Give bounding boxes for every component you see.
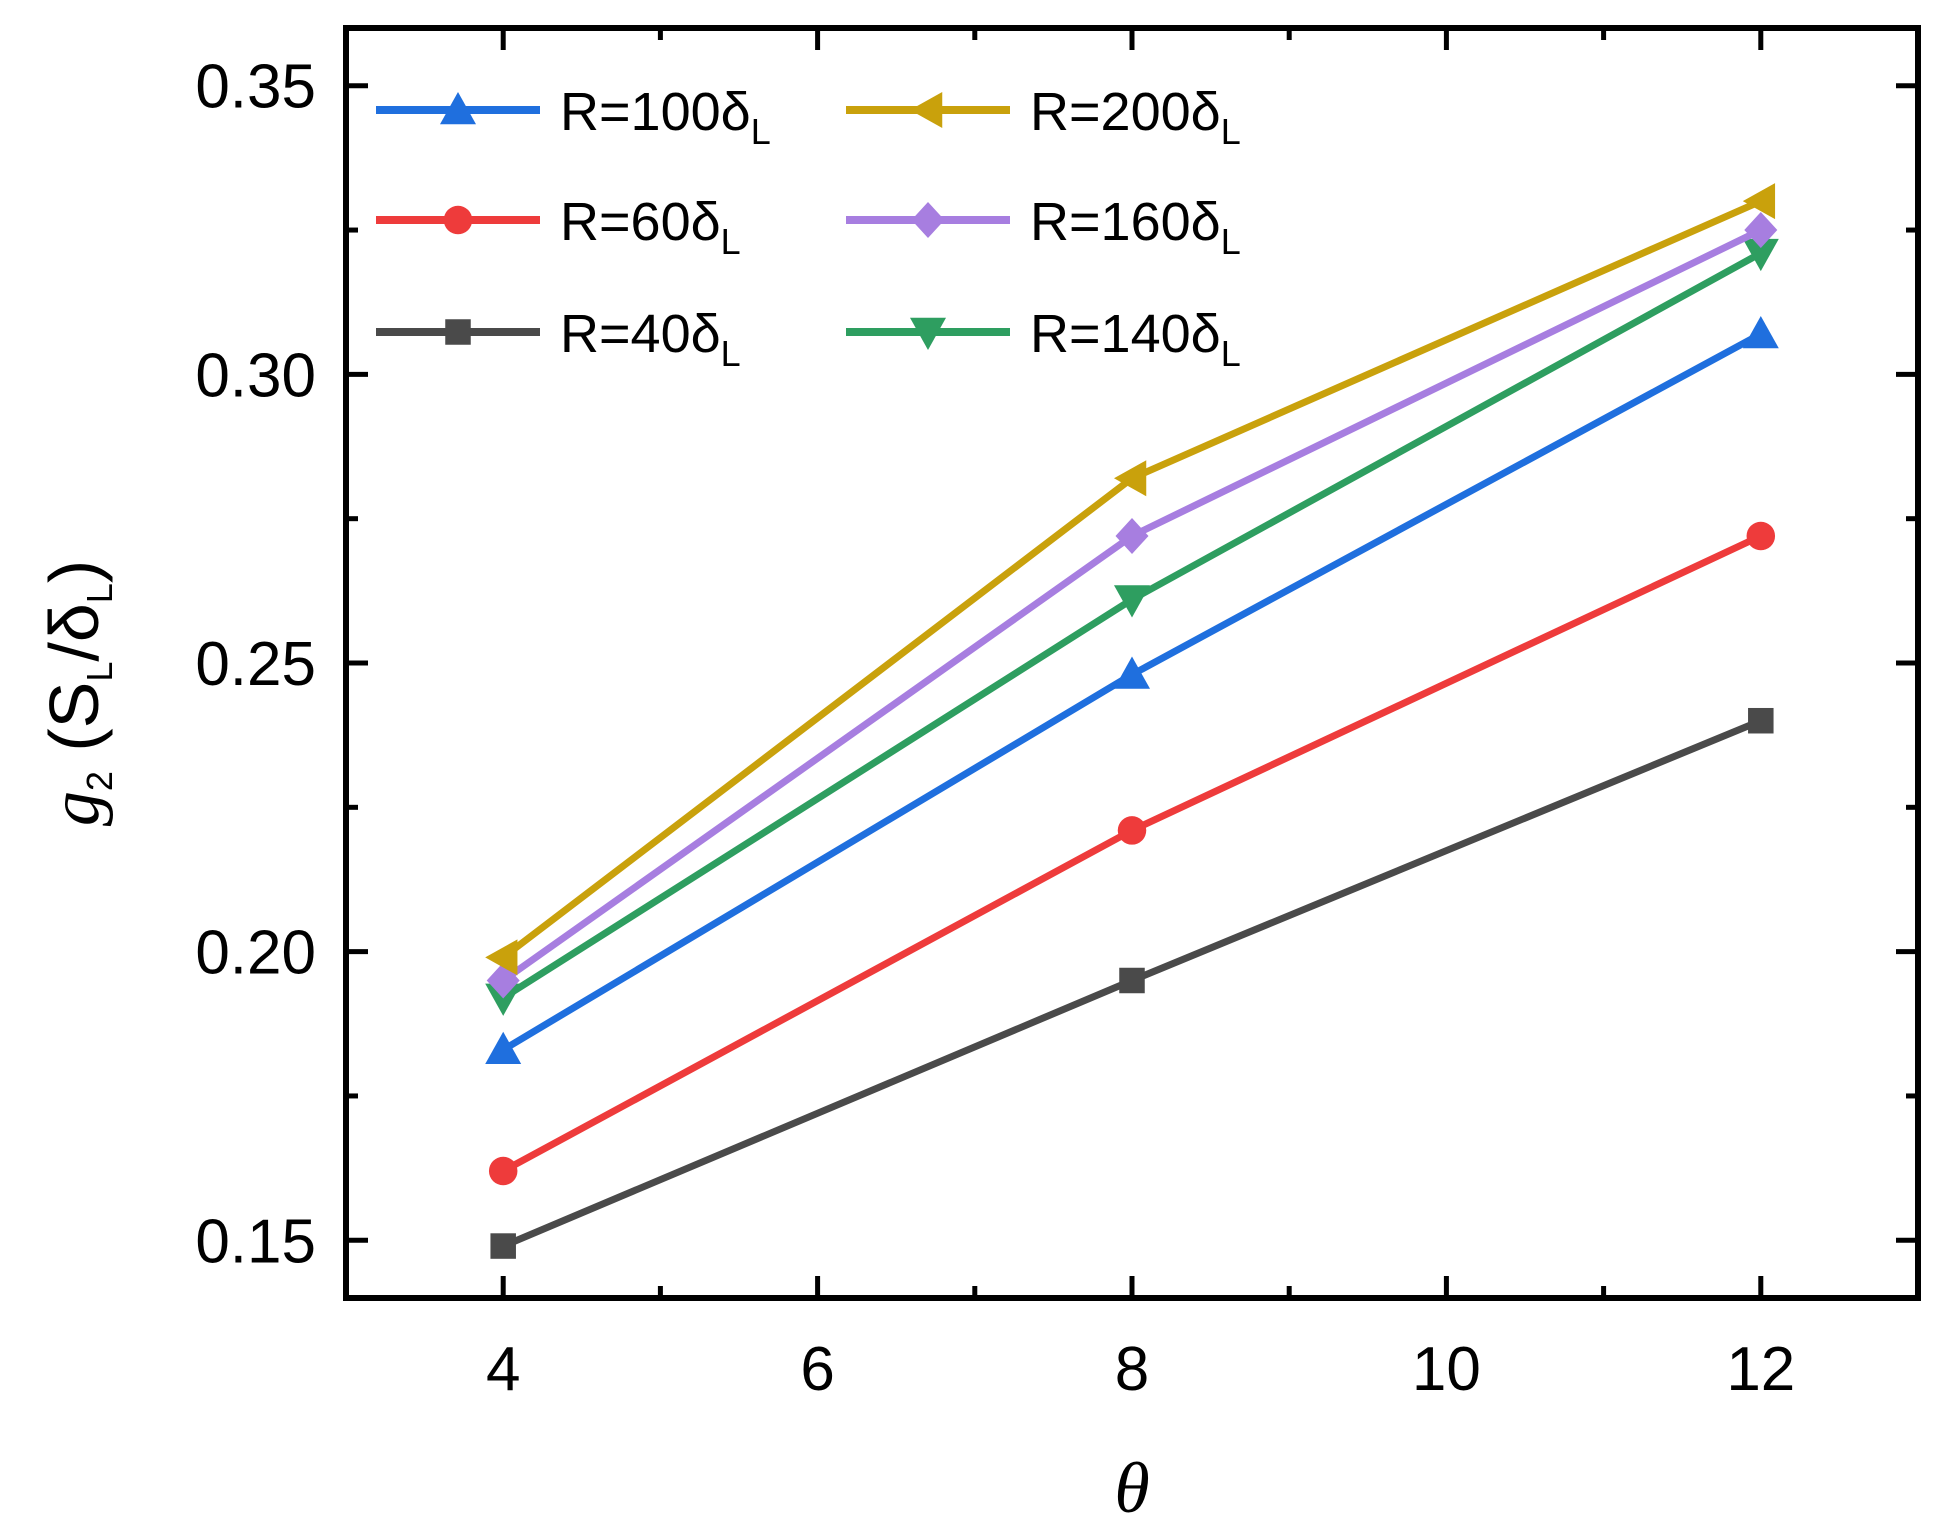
x-axis-title: θ [1114, 1448, 1149, 1528]
legend-label-main: R=160δ [1030, 192, 1221, 252]
y-axis-unit-open: (S [35, 682, 113, 771]
legend-item: R=100δL [376, 82, 771, 152]
y-axis-title: g2 (SL/δL) [35, 560, 120, 826]
series-layer [485, 183, 1779, 1259]
legend-label-main: R=40δ [560, 304, 721, 364]
legend-marker [445, 319, 471, 345]
series-r-140-l [485, 238, 1779, 1016]
legend-label-sub: L [721, 333, 741, 374]
data-point [1117, 816, 1147, 845]
y-tick-label: 0.30 [195, 341, 316, 410]
legend-label: R=40δL [560, 304, 741, 374]
legend-item: R=40δL [376, 304, 741, 374]
y-axis-unit-sub2: L [79, 583, 120, 603]
legend-label: R=60δL [560, 192, 741, 262]
legend-marker [440, 92, 476, 125]
data-point [490, 1233, 516, 1259]
legend-item: R=60δL [376, 192, 741, 262]
data-point [488, 1156, 518, 1186]
data-point [1119, 967, 1145, 994]
legend-label: R=100δL [560, 82, 771, 152]
series-r-200-l [485, 183, 1776, 976]
data-point [1744, 212, 1778, 249]
legend-label: R=140δL [1030, 304, 1241, 374]
data-point [1748, 707, 1774, 734]
x-tick-label: 6 [800, 1335, 834, 1404]
legend-label: R=200δL [1030, 82, 1241, 152]
data-point [485, 1031, 522, 1065]
data-point [1114, 656, 1150, 689]
legend-label-main: R=60δ [560, 192, 721, 252]
y-axis-symbol-sub: 2 [79, 771, 120, 791]
y-tick-label: 0.35 [195, 53, 316, 122]
legend-item: R=160δL [846, 192, 1241, 262]
legend-label-sub: L [1221, 111, 1241, 152]
data-point [1115, 518, 1149, 554]
x-tick-label: 10 [1412, 1335, 1481, 1404]
data-point [1742, 315, 1779, 349]
legend-label-main: R=200δ [1030, 82, 1221, 142]
series-r-160-l [486, 212, 1778, 999]
y-axis-unit-close: ) [35, 560, 113, 583]
series-r-60-l [488, 521, 1776, 1186]
series-line [501, 330, 1763, 1053]
data-point [1114, 585, 1150, 618]
data-point [1742, 238, 1779, 272]
data-point [1742, 183, 1776, 220]
y-axis-unit-mid: /δ [35, 603, 113, 661]
legend-item: R=200δL [846, 82, 1241, 152]
legend-marker [910, 92, 943, 128]
legend-label-sub: L [721, 221, 741, 262]
data-point [1746, 521, 1776, 551]
series-r-40-l [490, 707, 1774, 1259]
y-axis-unit-sub1: L [79, 662, 120, 682]
ticks-layer: 4 6 8 10 12 0.15 0.20 0.25 0.30 0.35 [195, 28, 1918, 1404]
y-tick-label: 0.20 [195, 919, 316, 988]
legend-label-sub: L [751, 111, 771, 152]
x-tick-label: 8 [1115, 1335, 1149, 1404]
legend-label: R=160δL [1030, 192, 1241, 262]
y-tick-label: 0.25 [195, 630, 316, 699]
data-point [485, 983, 522, 1016]
legend-marker [443, 205, 473, 235]
legend-label-sub: L [1221, 221, 1241, 262]
series-r-100-l [485, 315, 1779, 1065]
y-tick-label: 0.15 [195, 1207, 316, 1276]
legend-marker [911, 202, 945, 238]
series-line [501, 532, 1763, 1175]
legend-label-main: R=140δ [1030, 304, 1221, 364]
legend-marker [910, 317, 946, 350]
data-point [485, 939, 518, 976]
legend-item: R=140δL [846, 304, 1241, 374]
x-tick-label: 4 [486, 1335, 520, 1404]
data-point [1114, 460, 1147, 497]
legend-label-sub: L [1221, 333, 1241, 374]
y-axis-symbol: g [37, 791, 114, 826]
legend-label-main: R=100δ [560, 82, 751, 142]
x-tick-label: 12 [1726, 1335, 1795, 1404]
